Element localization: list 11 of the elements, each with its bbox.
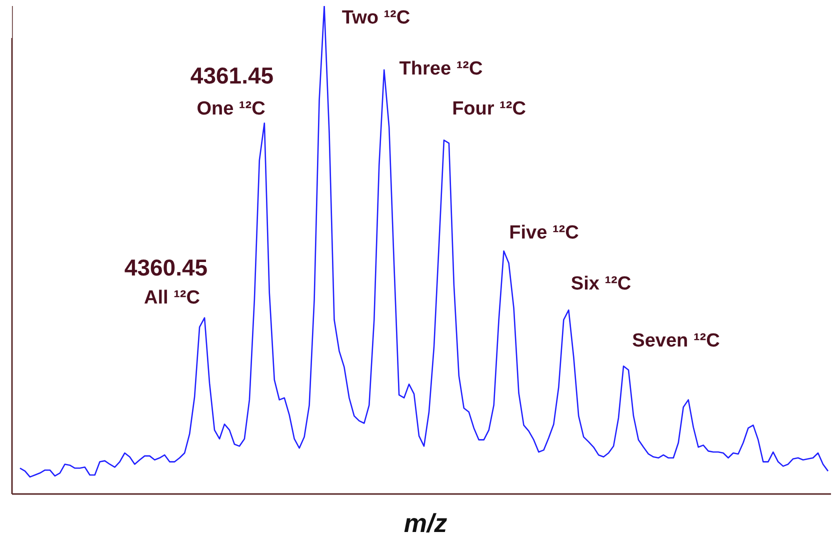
annotation: 4360.45: [124, 254, 208, 280]
annotation: Five ¹²C: [509, 222, 579, 244]
x-axis-title: m/z: [404, 508, 448, 535]
annotation: Three ¹²C: [399, 58, 483, 80]
annotation: Four ¹²C: [452, 98, 526, 120]
annotation: Seven ¹²C: [632, 330, 720, 352]
annotation: 4361.45: [190, 62, 274, 88]
annotation: One ¹²C: [196, 98, 266, 120]
annotation: All ¹²C: [144, 288, 200, 308]
annotation: Six ¹²C: [570, 274, 632, 294]
annotation: Two ¹²C: [342, 8, 410, 28]
